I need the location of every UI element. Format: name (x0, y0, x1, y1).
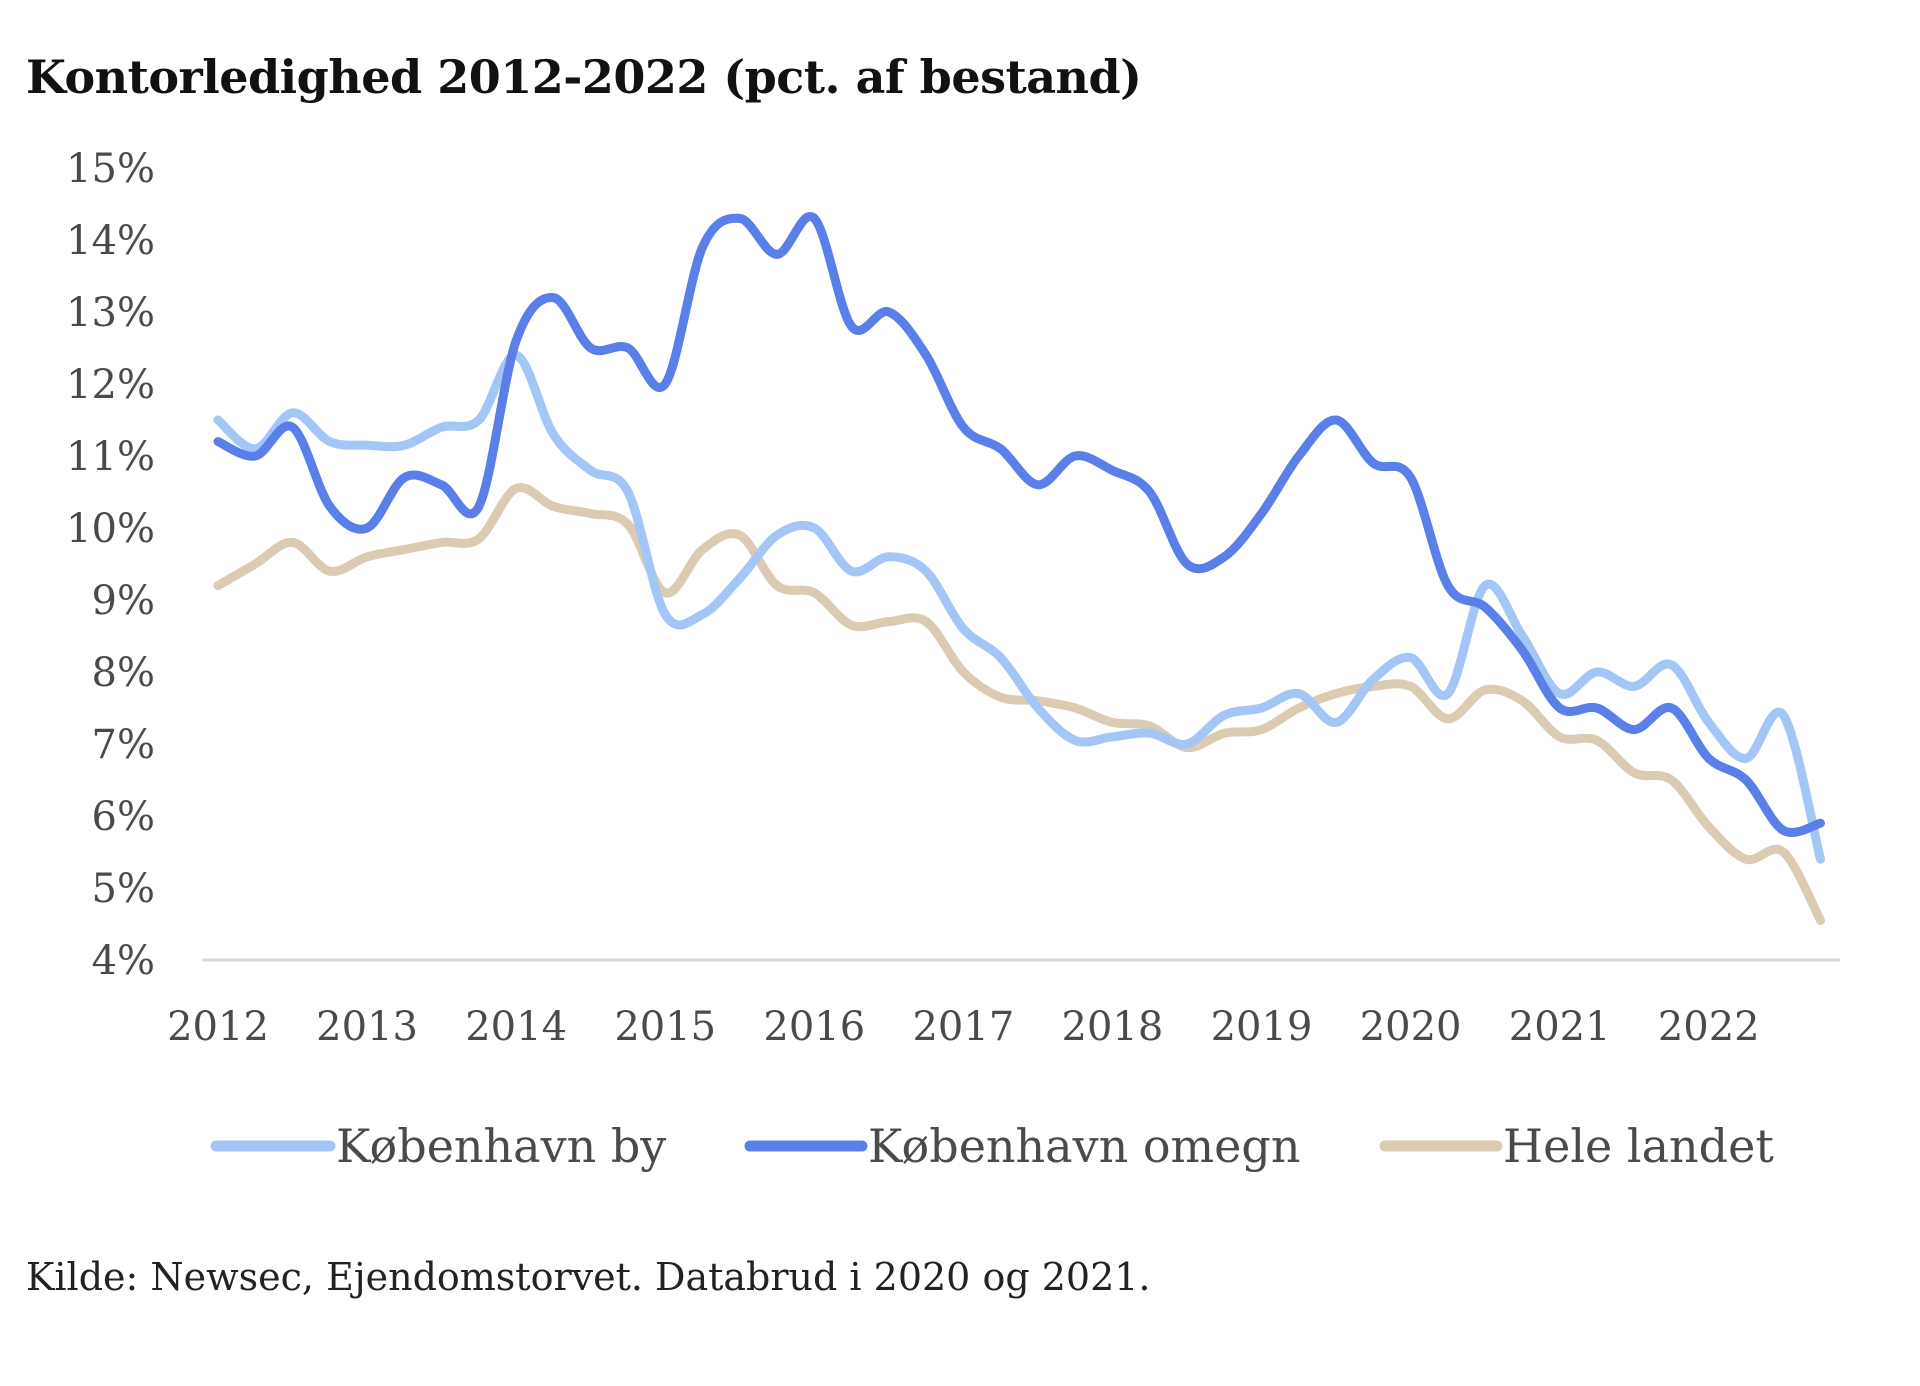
y-tick-label-13pct: 13% (66, 290, 155, 336)
legend-label-kobenhavn-by: København by (336, 1119, 666, 1173)
x-tick-label-2017: 2017 (912, 1004, 1014, 1050)
legend: København by København omegn Hele landet (210, 1119, 1774, 1173)
x-axis-ticks: 2012 2013 2014 2015 2016 2017 2018 2019 2020 2021… (167, 1004, 1760, 1050)
series-line-kobenhavn-omegn (213, 211, 1825, 837)
x-tick-label-2012: 2012 (167, 1004, 269, 1050)
series-lines (213, 211, 1825, 925)
y-tick-label-15pct: 15% (66, 146, 155, 192)
chart-title: Kontorledighed 2012-2022 (pct. af bestan… (26, 50, 1142, 104)
y-tick-label-12pct: 12% (66, 362, 155, 408)
x-tick-label-2021: 2021 (1509, 1004, 1611, 1050)
legend-label-hele-landet: Hele landet (1503, 1119, 1774, 1173)
y-axis-ticks: 4% 5% 6% 7% 8% 9% 10% 11% 12% 13% 14% 15% (66, 146, 155, 984)
y-tick-label-8pct: 8% (92, 650, 155, 696)
y-tick-label-5pct: 5% (92, 866, 155, 912)
x-tick-label-2020: 2020 (1360, 1004, 1462, 1050)
y-tick-label-6pct: 6% (92, 794, 155, 840)
source-note: Kilde: Newsec, Ejendomstorvet. Databrud … (26, 1255, 1151, 1299)
x-tick-label-2016: 2016 (763, 1004, 865, 1050)
y-tick-label-14pct: 14% (66, 218, 155, 264)
x-tick-label-2013: 2013 (316, 1004, 418, 1050)
x-tick-label-2018: 2018 (1062, 1004, 1164, 1050)
x-tick-label-2022: 2022 (1658, 1004, 1760, 1050)
series-line-hele-landet (213, 483, 1825, 925)
x-tick-label-2014: 2014 (465, 1004, 567, 1050)
y-tick-label-7pct: 7% (92, 722, 155, 768)
y-tick-label-10pct: 10% (66, 506, 155, 552)
y-tick-label-11pct: 11% (66, 434, 155, 480)
x-tick-label-2019: 2019 (1211, 1004, 1313, 1050)
x-tick-label-2015: 2015 (614, 1004, 716, 1050)
y-tick-label-4pct: 4% (92, 938, 155, 984)
y-tick-label-9pct: 9% (92, 578, 155, 624)
series-line-kobenhavn-by (213, 350, 1825, 864)
legend-label-kobenhavn-omegn: København omegn (868, 1119, 1300, 1173)
